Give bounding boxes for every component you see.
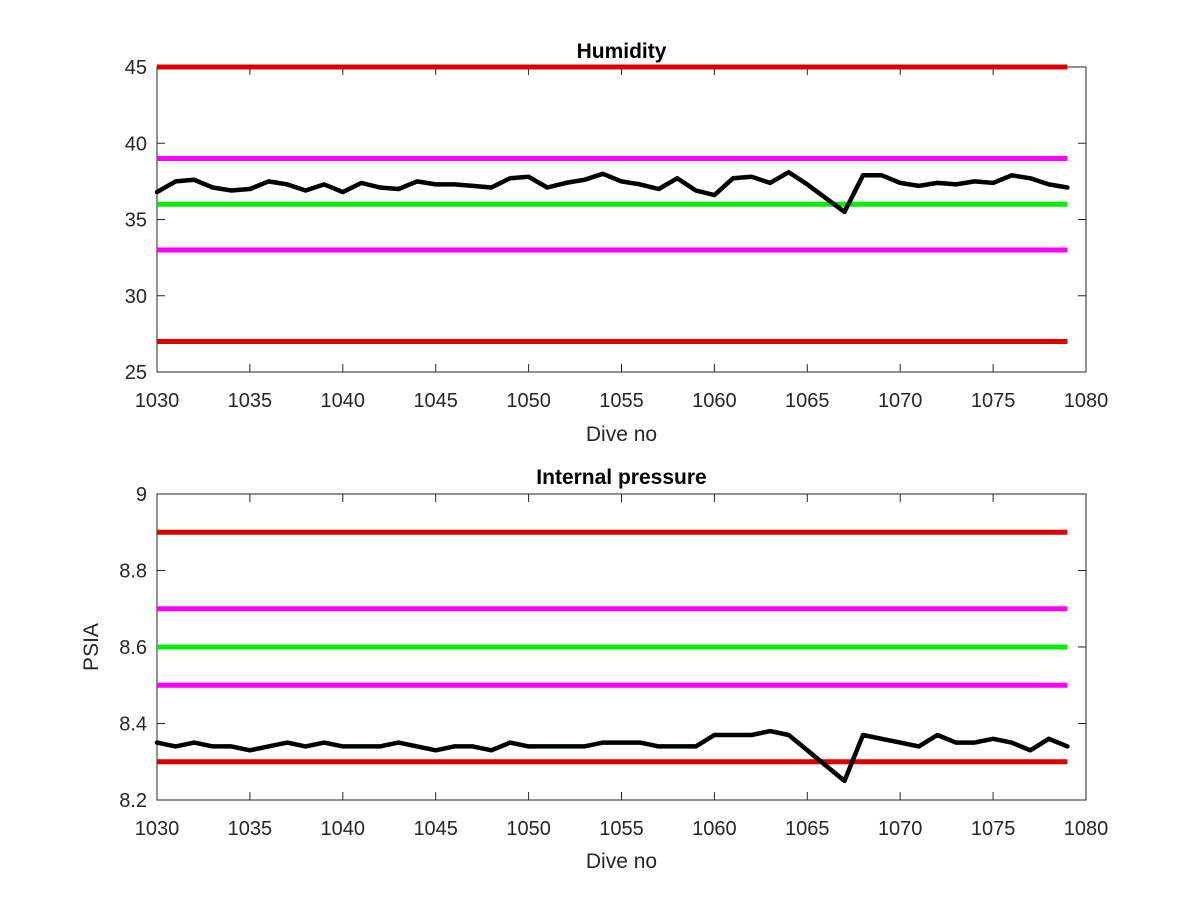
y-tick-label: 8.2 xyxy=(119,790,147,812)
x-tick-label: 1080 xyxy=(1064,390,1109,412)
x-tick-label: 1075 xyxy=(971,818,1016,840)
y-tick-label: 35 xyxy=(125,210,147,232)
y-tick-label: 45 xyxy=(125,57,147,79)
plot-area xyxy=(156,66,1087,373)
y-axis-label: PSIA xyxy=(80,623,103,671)
chart-title: Humidity xyxy=(577,40,667,63)
y-tick-label: 8.8 xyxy=(119,561,147,583)
x-tick-label: 1065 xyxy=(785,818,830,840)
x-tick-label: 1030 xyxy=(135,390,180,412)
x-tick-label: 1065 xyxy=(785,390,830,412)
x-axis-label: Dive no xyxy=(586,850,657,873)
internal-pressure-panel: 1030 1035 1040 1045 1050 1055 1060 1065 1070 1075… xyxy=(80,466,1108,873)
x-tick-label: 1050 xyxy=(506,818,551,840)
y-tick-label: 30 xyxy=(125,286,147,308)
y-tick-label: 25 xyxy=(125,362,147,384)
x-tick-label: 1075 xyxy=(971,390,1016,412)
x-tick-label: 1080 xyxy=(1064,818,1109,840)
x-tick-label: 1035 xyxy=(228,818,273,840)
x-tick-label: 1060 xyxy=(692,818,737,840)
x-tick-label: 1045 xyxy=(413,818,458,840)
x-tick-label: 1070 xyxy=(878,818,923,840)
x-tick-label: 1050 xyxy=(506,390,551,412)
y-tick-label: 9 xyxy=(136,484,147,506)
x-tick-label: 1055 xyxy=(599,818,644,840)
data-series-line xyxy=(154,169,1070,215)
y-tick-label: 8.6 xyxy=(119,637,147,659)
x-tick-label: 1030 xyxy=(135,818,180,840)
x-axis-label: Dive no xyxy=(586,423,657,446)
x-tick-label: 1055 xyxy=(599,390,644,412)
x-tick-label: 1040 xyxy=(321,818,366,840)
data-series-line xyxy=(154,728,1070,784)
chart-title: Internal pressure xyxy=(536,466,706,489)
x-tick-label: 1070 xyxy=(878,390,923,412)
humidity-panel: 1030 1035 1040 1045 1050 1055 1060 1065 1070 1075… xyxy=(125,40,1109,446)
y-tick-label: 8.4 xyxy=(119,714,147,736)
x-tick-label: 1045 xyxy=(413,390,458,412)
x-tick-label: 1060 xyxy=(692,390,737,412)
y-tick-label: 40 xyxy=(125,133,147,155)
x-tick-label: 1035 xyxy=(228,390,273,412)
x-tick-label: 1040 xyxy=(321,390,366,412)
